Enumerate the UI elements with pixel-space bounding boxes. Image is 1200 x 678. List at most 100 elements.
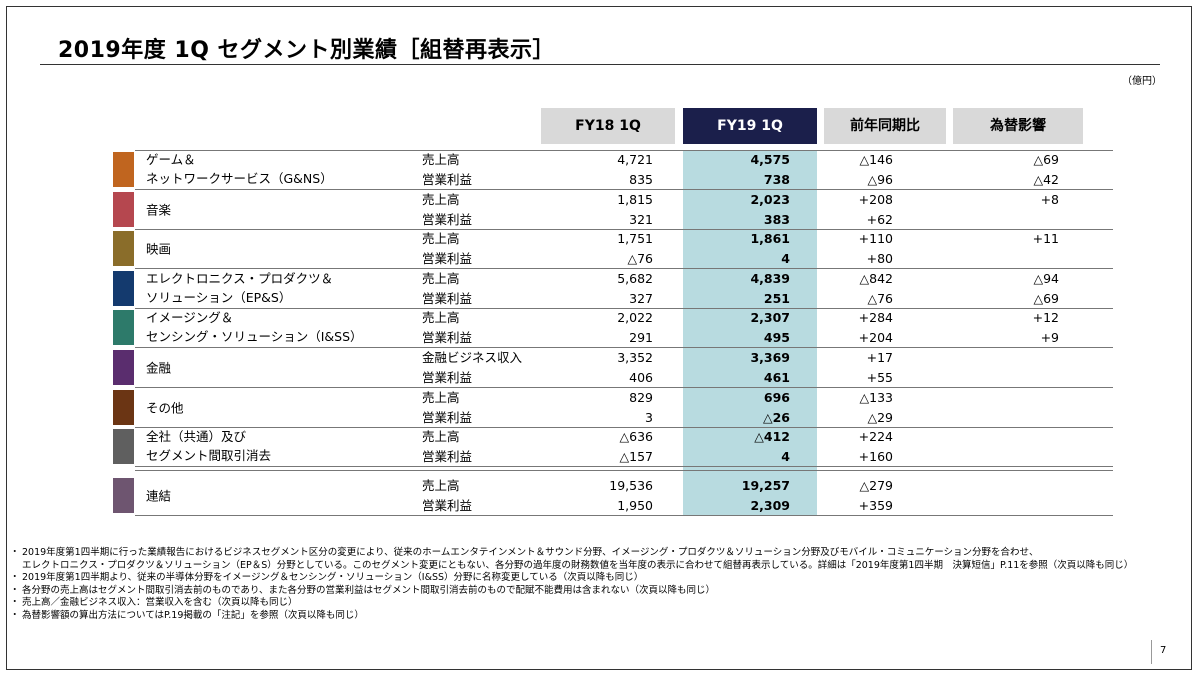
fx-value: △94 <box>1033 271 1059 286</box>
metric-label: 売上高 <box>422 429 460 444</box>
fy18-value: 406 <box>629 369 653 385</box>
segment-color-bar <box>113 429 134 464</box>
fy18-value: 1,815 <box>617 192 653 207</box>
yoy-value: △279 <box>859 478 893 493</box>
fy19-value: 461 <box>763 369 790 385</box>
metric-label: 売上高 <box>422 192 460 207</box>
yoy-value: +204 <box>858 329 893 345</box>
segment-color-bar <box>113 152 134 187</box>
metric-label: 営業利益 <box>422 497 473 513</box>
fy19-value: 2,307 <box>750 310 790 325</box>
yoy-value: △76 <box>867 290 893 306</box>
segment-name-line: 映画 <box>146 241 172 256</box>
fy19-value: 251 <box>763 290 790 306</box>
metric-label: 営業利益 <box>422 448 473 464</box>
segment-color-bar <box>113 350 134 385</box>
segment-name-line: 音楽 <box>146 202 172 217</box>
fy18-value: 321 <box>629 211 653 227</box>
fy19-value: 4 <box>781 448 790 464</box>
yoy-value: +55 <box>866 369 893 385</box>
segment-name: 金融 <box>146 358 171 377</box>
yoy-value: +62 <box>866 211 893 227</box>
fx-value: △69 <box>1033 290 1059 306</box>
metric-label: 営業利益 <box>422 409 473 425</box>
fy18-value: 835 <box>629 171 653 187</box>
segment-block: ゲーム＆ ネットワークサービス（G&NS） 売上高 4,721 4,575 △146 △69… <box>113 150 1113 189</box>
segment-name-line: 全社（共通）及び <box>146 429 247 444</box>
segment-name-line: セグメント間取引消去 <box>146 448 272 463</box>
metric-label: 営業利益 <box>422 290 473 306</box>
yoy-value: △96 <box>867 171 893 187</box>
footnote-line: 売上高／金融ビジネス収入：営業収入を含む（次頁以降も同じ） <box>10 597 1133 610</box>
title-rule <box>40 64 1160 65</box>
segment-name-line: 金融 <box>146 360 172 375</box>
segment-name: 映画 <box>146 239 171 258</box>
segment-block: エレクトロニクス・プロダクツ＆ ソリューション（EP&S） 売上高 5,682 4,83… <box>113 269 1113 308</box>
yoy-value: +160 <box>858 448 893 464</box>
metric-label: 売上高 <box>422 390 460 405</box>
fy18-value: 327 <box>629 290 653 306</box>
fx-value: +8 <box>1040 192 1059 207</box>
row-divider <box>135 189 1113 190</box>
segment-name-line: エレクトロニクス・プロダクツ＆ <box>146 271 334 286</box>
row-divider <box>135 268 1113 269</box>
segment-name: 全社（共通）及びセグメント間取引消去 <box>146 427 271 465</box>
segment-name: その他 <box>146 398 184 417</box>
fy18-value: 4,721 <box>617 152 653 167</box>
metric-label: 金融ビジネス収入 <box>422 350 523 365</box>
fy19-value: 1,861 <box>750 231 790 246</box>
slide-frame <box>6 6 1192 670</box>
footnote-line: 為替影響額の算出方法についてはP.19掲載の「注記」を参照（次頁以降も同じ） <box>10 610 1133 623</box>
yoy-value: +208 <box>858 192 893 207</box>
footnote-line: エレクトロニクス・プロダクツ＆ソリューション（EP＆S）分野としている。このセグ… <box>22 559 1134 571</box>
segment-name: イメージング＆ センシング・ソリューション（I&SS） <box>146 308 363 346</box>
metric-label: 売上高 <box>422 152 460 167</box>
table-top-rule <box>135 150 1113 151</box>
fy18-value: 1,950 <box>617 497 653 513</box>
fy18-value: 829 <box>629 390 653 405</box>
segment-color-bar <box>113 192 134 227</box>
footnotes: 2019年度第1四半期に行った業績報告におけるビジネスセグメント区分の変更により… <box>10 547 1134 623</box>
row-divider <box>135 427 1113 428</box>
row-divider <box>135 466 1113 467</box>
fy18-value: 19,536 <box>609 478 653 493</box>
segment-block: その他 売上高 829 696 △133 営業利益 3 △26 △29 <box>113 388 1113 427</box>
segment-color-bar <box>113 390 134 425</box>
segment-name-line: ネットワークサービス（G&NS） <box>146 171 333 186</box>
fy18-value: 5,682 <box>617 271 653 286</box>
row-divider <box>135 347 1113 348</box>
fy19-value: 19,257 <box>741 478 790 493</box>
fx-value: +12 <box>1032 310 1059 325</box>
fy18-value: 291 <box>629 329 653 345</box>
fy19-value: 2,023 <box>750 192 790 207</box>
fy18-value: 1,751 <box>617 231 653 246</box>
fy18-value: △636 <box>619 429 653 444</box>
fy19-value: 738 <box>763 171 790 187</box>
segment-name-line: その他 <box>146 400 184 415</box>
segment-block: 全社（共通）及び セグメント間取引消去 売上高 △636 △412 +224 営業利益 △15… <box>113 427 1113 466</box>
fy19-value: 495 <box>763 329 790 345</box>
fx-value: △42 <box>1033 171 1059 187</box>
metric-label: 売上高 <box>422 478 460 493</box>
page-number-separator <box>1151 640 1152 664</box>
yoy-value: △146 <box>859 152 893 167</box>
fy19-value: 4,839 <box>750 271 790 286</box>
segment-name: エレクトロニクス・プロダクツ＆ ソリューション（EP&S） <box>146 269 333 307</box>
segment-block: 音楽 売上高 1,815 2,023 +208 +8 営業利益 321 383 +62 <box>113 190 1113 229</box>
fy19-value: △26 <box>762 409 790 425</box>
yoy-value: +359 <box>858 497 893 513</box>
segment-name-line: ゲーム＆ <box>146 152 196 167</box>
fy19-value: 2,309 <box>750 497 790 513</box>
segment-name: 連結 <box>146 486 171 505</box>
metric-label: 営業利益 <box>422 329 473 345</box>
row-divider <box>135 308 1113 309</box>
yoy-value: +80 <box>866 250 893 266</box>
metric-label: 営業利益 <box>422 250 473 266</box>
yoy-value: △29 <box>867 409 893 425</box>
segment-block: 映画 売上高 1,751 1,861 +110 +11 営業利益 △76 4 +80 <box>113 229 1113 268</box>
yoy-value: +17 <box>866 350 893 365</box>
fy18-value: △157 <box>619 448 653 464</box>
metric-label: 営業利益 <box>422 171 473 187</box>
fy19-value: 4 <box>781 250 790 266</box>
segment-block: イメージング＆ センシング・ソリューション（I&SS） 売上高 2,022 2,307 +… <box>113 308 1113 347</box>
